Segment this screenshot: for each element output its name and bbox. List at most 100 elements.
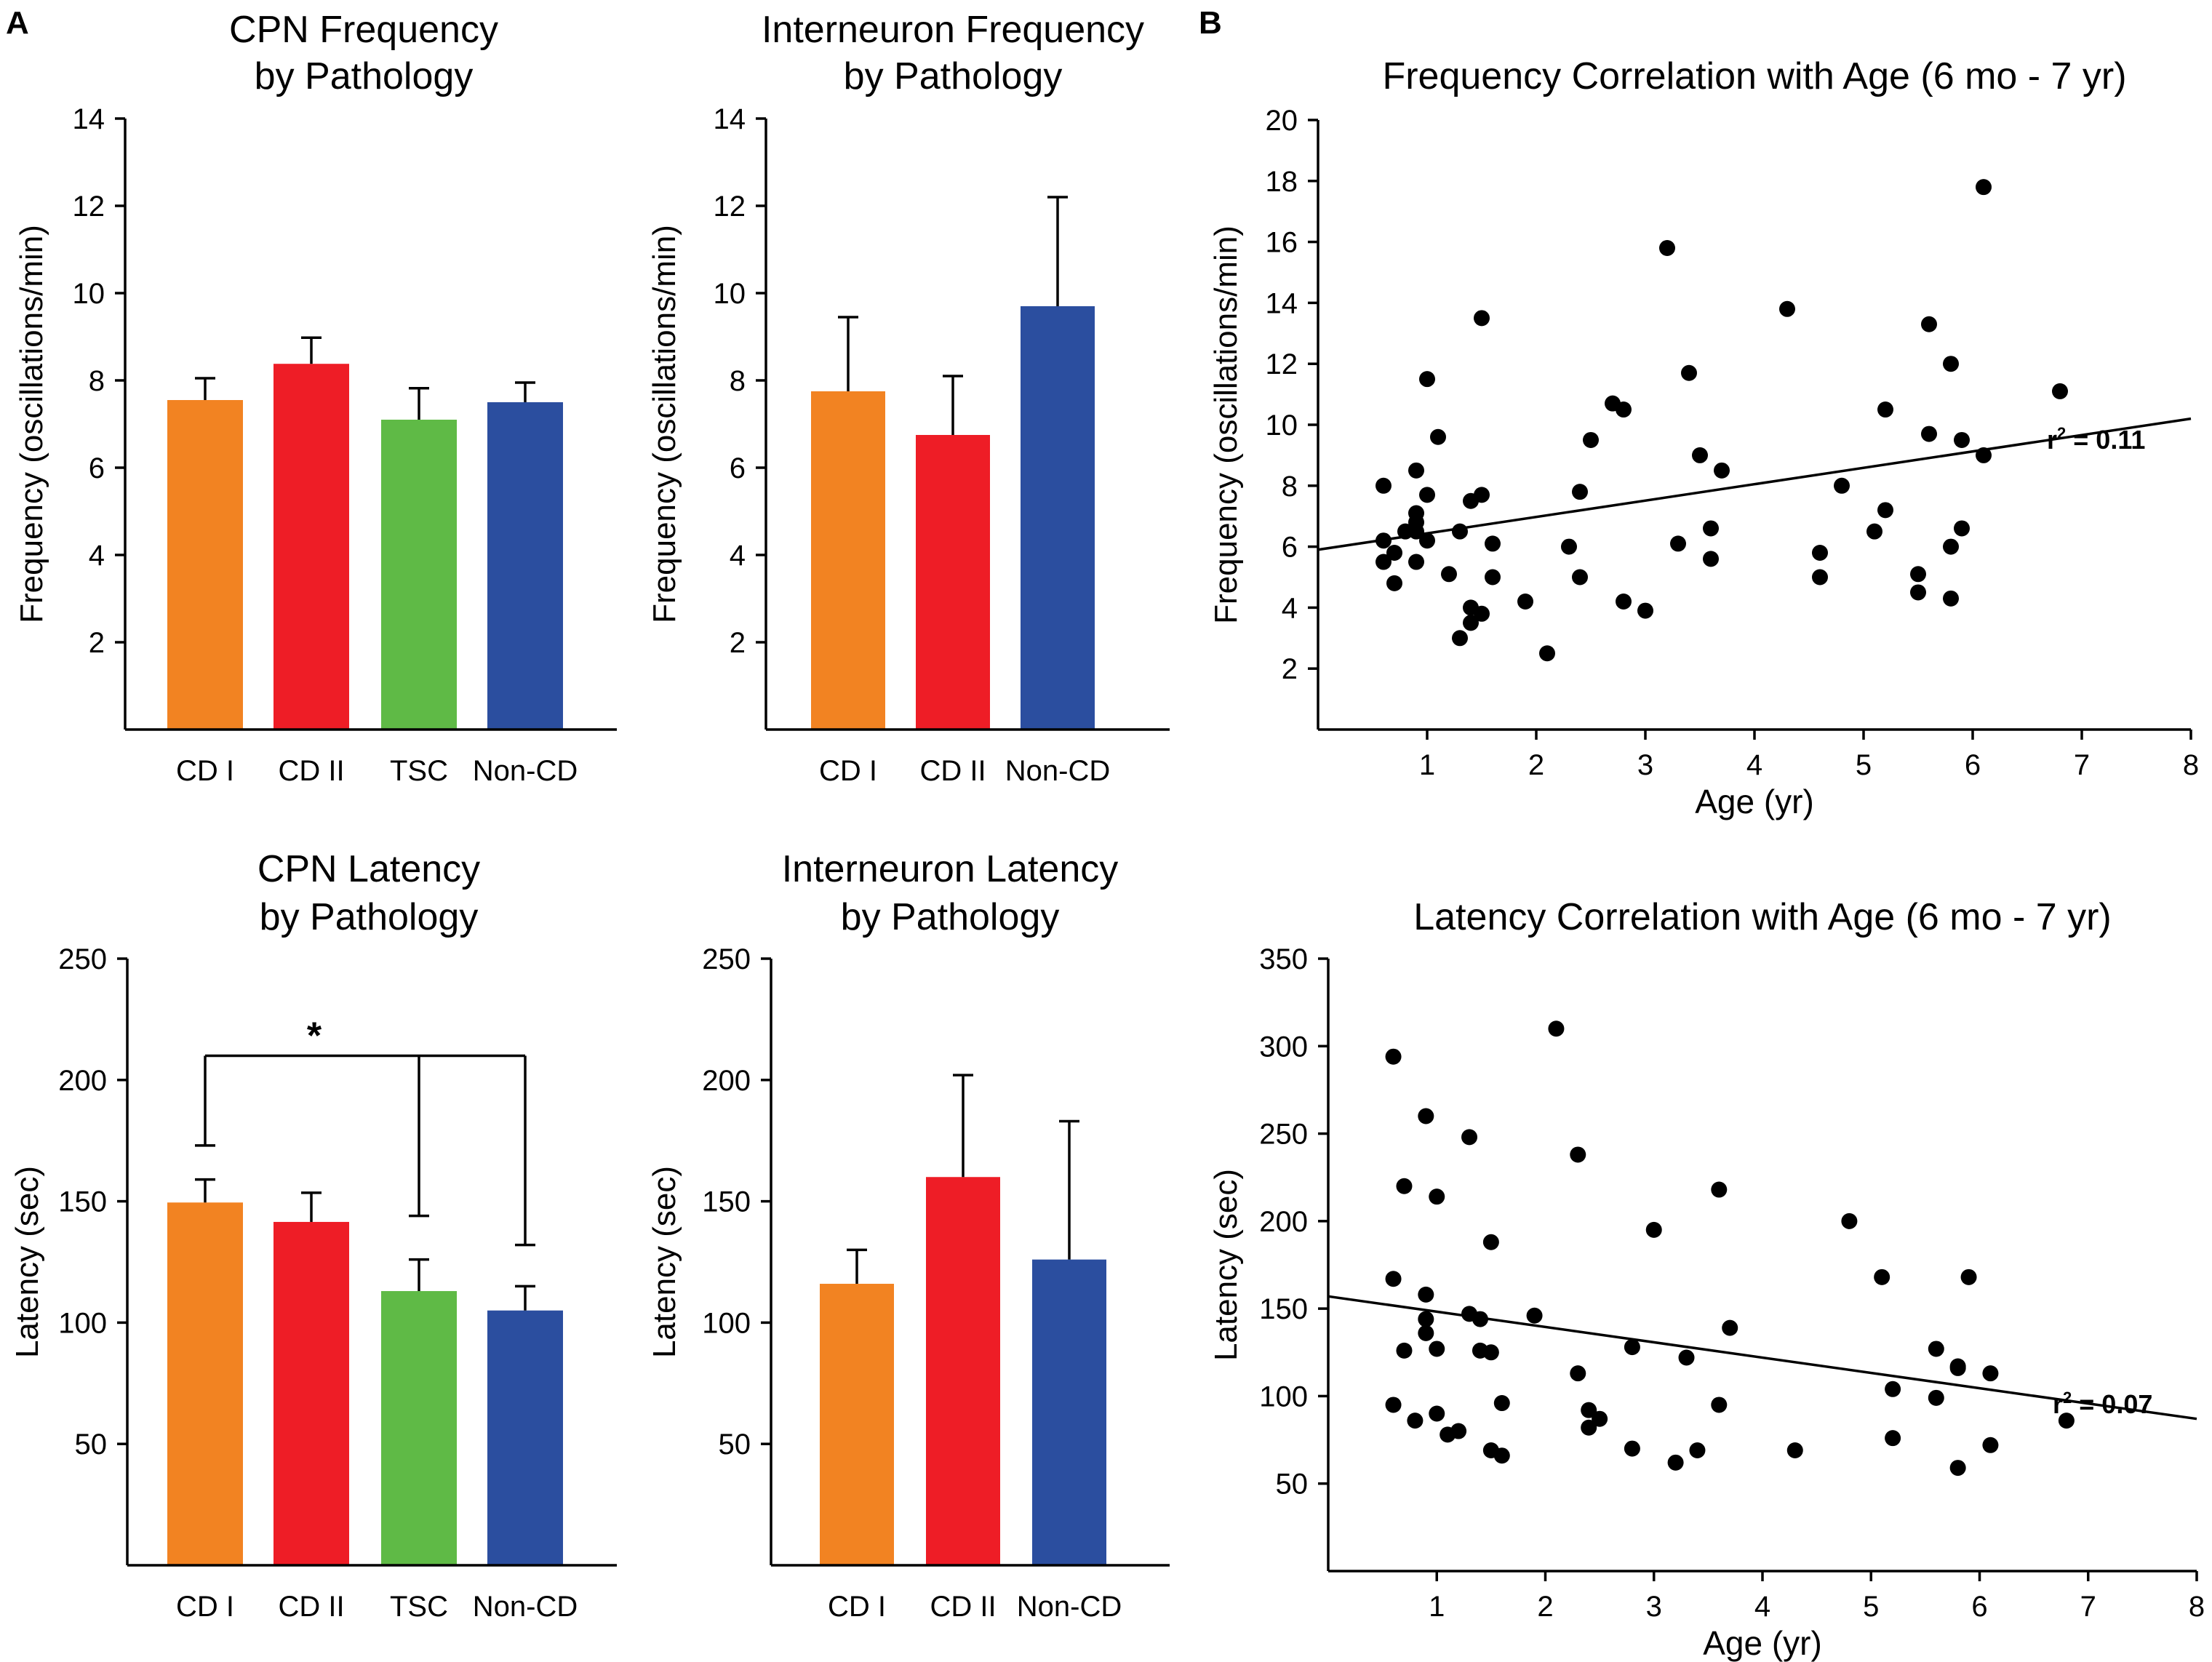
chart-title: by Pathology — [841, 896, 1060, 938]
y-tick-label: 8 — [730, 365, 746, 397]
y-tick-label: 50 — [75, 1429, 108, 1461]
x-tick-label: 2 — [1528, 749, 1544, 781]
data-point — [1786, 1442, 1803, 1459]
data-point — [1429, 1341, 1445, 1357]
data-point — [1877, 502, 1893, 519]
data-point — [1711, 1181, 1728, 1198]
bar-tsc — [381, 1291, 457, 1565]
data-point — [1943, 538, 1959, 555]
x-tick-label: 6 — [1965, 749, 1981, 781]
data-point — [1463, 615, 1479, 631]
y-tick-label: 300 — [1259, 1031, 1308, 1063]
data-point — [1441, 566, 1457, 583]
r-squared-annotation: r2 = 0.11 — [2047, 424, 2145, 455]
x-tick-label: Non-CD — [473, 1591, 578, 1623]
y-axis-label: Frequency (oscillations/min) — [647, 225, 682, 623]
x-tick-label: CD II — [930, 1591, 996, 1623]
chart-title: Frequency Correlation with Age (6 mo - 7… — [1382, 55, 2126, 97]
data-point — [1452, 523, 1468, 540]
chart-title: by Pathology — [255, 55, 474, 97]
x-tick-label: 2 — [1537, 1591, 1553, 1623]
panel-label-b: B — [1199, 5, 1222, 41]
y-axis-label: Frequency (oscillations/min) — [1208, 225, 1244, 624]
cpn-latency-chart: CPN Latency by Pathology Latency (sec) CD I… — [9, 848, 617, 1623]
data-point — [1430, 428, 1446, 445]
data-point — [1474, 310, 1490, 327]
x-tick-label: CD II — [919, 755, 986, 787]
y-tick-label: 150 — [1259, 1293, 1308, 1325]
y-tick-label: 2 — [89, 627, 105, 659]
r-squared-value: = 0.07 — [2072, 1389, 2152, 1419]
significance-star: * — [307, 1015, 322, 1057]
data-point — [1418, 1325, 1434, 1341]
data-point — [1386, 575, 1402, 591]
data-point — [1689, 1442, 1706, 1459]
y-tick-label: 12 — [73, 191, 105, 223]
data-point — [1526, 1307, 1543, 1324]
data-point — [1976, 179, 1992, 196]
data-point — [1885, 1430, 1901, 1447]
x-tick-label: TSC — [390, 755, 448, 787]
data-point — [1482, 1234, 1499, 1250]
data-point — [1877, 401, 1893, 418]
data-point — [1375, 532, 1392, 549]
x-tick-label: Non-CD — [1017, 1591, 1122, 1623]
data-point — [1429, 1405, 1445, 1422]
data-point — [1928, 1389, 1944, 1406]
y-tick-label: 200 — [1259, 1206, 1308, 1238]
data-point — [1461, 1129, 1478, 1146]
y-tick-label: 250 — [1259, 1119, 1308, 1151]
x-tick-label: 4 — [1754, 1591, 1770, 1623]
r-squared-base: r — [2053, 1389, 2063, 1419]
data-point — [1418, 1311, 1434, 1327]
bar-non-cd — [1032, 1259, 1106, 1565]
y-tick-label: 250 — [58, 943, 107, 975]
y-tick-label: 200 — [58, 1065, 107, 1097]
data-point — [1474, 487, 1490, 503]
chart-title: by Pathology — [260, 896, 479, 938]
y-tick-label: 150 — [702, 1186, 751, 1218]
data-point — [1943, 356, 1959, 372]
y-axis-label: Frequency (oscillations/min) — [14, 225, 49, 623]
y-tick-label: 12 — [714, 191, 746, 223]
data-point — [1418, 1108, 1434, 1124]
chart-title: Latency Correlation with Age (6 mo - 7 y… — [1413, 896, 2112, 938]
data-point — [1616, 401, 1632, 418]
x-tick-label: Non-CD — [1005, 755, 1110, 787]
r-squared-annotation: r2 = 0.07 — [2053, 1389, 2152, 1419]
data-point — [1482, 1344, 1499, 1361]
x-tick-label: 8 — [2183, 749, 2199, 781]
data-point — [1954, 520, 1970, 537]
x-tick-label: Non-CD — [473, 755, 578, 787]
data-point — [1954, 431, 1970, 448]
y-axis-label: Latency (sec) — [647, 1166, 682, 1358]
x-tick-label: 7 — [2080, 1591, 2096, 1623]
y-axis-label: Latency (sec) — [9, 1166, 45, 1358]
data-point — [1408, 523, 1424, 540]
data-point — [1450, 1423, 1467, 1439]
bar-non-cd — [487, 1310, 563, 1565]
x-tick-label: 5 — [1856, 749, 1872, 781]
data-point — [1885, 1381, 1901, 1397]
data-point — [1714, 462, 1730, 479]
bar-cd-ii — [926, 1177, 1000, 1565]
data-point — [1841, 1212, 1858, 1229]
y-tick-label: 14 — [1266, 287, 1298, 319]
y-tick-label: 4 — [730, 540, 746, 572]
x-tick-label: CD II — [278, 755, 344, 787]
latency-age-scatter-chart: Latency Correlation with Age (6 mo - 7 y… — [1208, 896, 2205, 1662]
x-tick-label: 3 — [1637, 749, 1653, 781]
data-point — [1624, 1339, 1640, 1356]
x-tick-label: 5 — [1863, 1591, 1879, 1623]
y-tick-label: 8 — [89, 365, 105, 397]
chart-title: by Pathology — [844, 55, 1063, 97]
x-tick-label: 1 — [1419, 749, 1435, 781]
data-point — [1711, 1397, 1728, 1413]
y-tick-label: 6 — [730, 452, 746, 484]
y-tick-label: 10 — [714, 278, 746, 310]
y-tick-label: 2 — [730, 627, 746, 659]
y-tick-label: 100 — [702, 1307, 751, 1339]
data-point — [1385, 1397, 1402, 1413]
